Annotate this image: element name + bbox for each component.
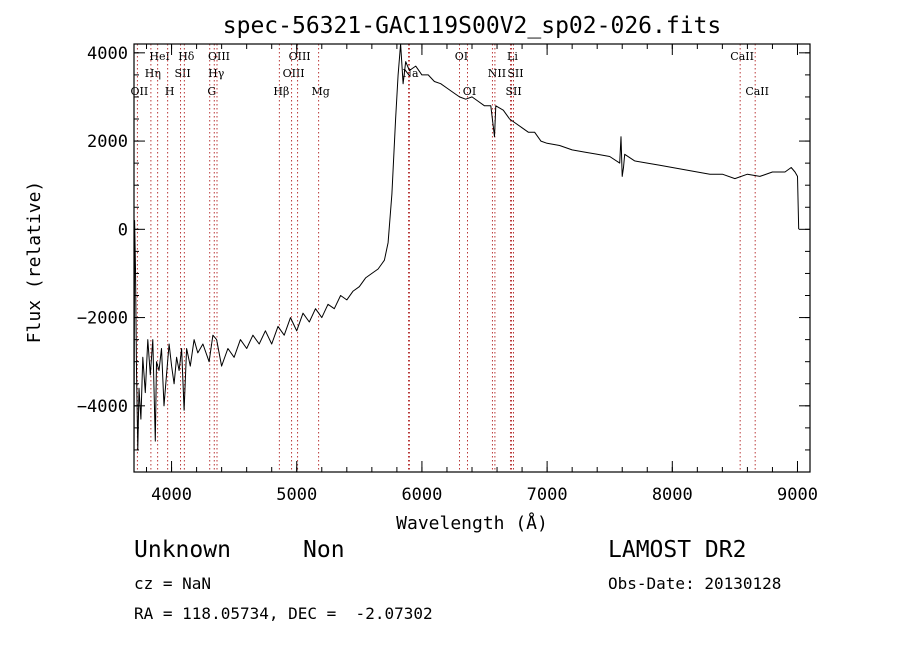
axis-ticks: 4000 5000 6000 7000 8000 9000 −4000 −2000 0 2000 4… <box>77 44 818 505</box>
spectral-line-label: Hβ <box>273 85 289 98</box>
y-tick-label: 4000 <box>87 44 128 64</box>
spectral-line-label: NII <box>488 67 506 80</box>
spectral-line-label: Hδ <box>178 50 195 63</box>
spectral-line-label: CaII <box>730 50 754 63</box>
x-tick-label: 5000 <box>276 485 317 505</box>
spectral-line-label: CaII <box>745 85 769 98</box>
x-axis-label: Wavelength (Å) <box>396 512 548 534</box>
obs-date-text: Obs-Date: 20130128 <box>608 574 782 593</box>
x-tick-label: 8000 <box>652 485 693 505</box>
spectrum-chart: spec-56321-GAC119S00V2_sp02-026.fits OII… <box>24 13 818 534</box>
spectral-line-label: OIII <box>208 50 230 63</box>
spectral-line-label: OII <box>131 85 149 98</box>
x-tick-label: 7000 <box>527 485 568 505</box>
y-tick-label: −4000 <box>77 397 128 417</box>
plot-frame <box>133 43 811 473</box>
subclass-label: Non <box>303 537 345 563</box>
spectral-line-label: Mg <box>311 85 329 98</box>
spectral-line-label: OI <box>463 85 476 98</box>
x-tick-label: 6000 <box>401 485 442 505</box>
spectral-line-label: G <box>207 85 216 98</box>
y-axis-label: Flux (relative) <box>24 181 45 344</box>
spectral-line-label: SII <box>505 85 521 98</box>
spectral-line-label: OI <box>455 50 468 63</box>
class-label: Unknown <box>134 537 231 563</box>
spectral-line-label: SII <box>174 67 190 80</box>
spectrum-line <box>133 43 800 468</box>
y-tick-label: −2000 <box>77 309 128 329</box>
spectral-line-label: H <box>165 85 175 98</box>
y-tick-label: 0 <box>118 220 128 240</box>
redshift-text: cz = NaN <box>134 574 212 593</box>
coordinates-text: RA = 118.05734, DEC = -2.07302 <box>134 604 433 623</box>
spectral-line-label: Hγ <box>208 67 225 80</box>
spectral-line-label: SII <box>507 67 523 80</box>
spectrum-series <box>133 43 800 468</box>
spectral-line-label: OIII <box>289 50 311 63</box>
spectral-line-label: OIII <box>283 67 305 80</box>
spectral-line-label: HeI <box>149 50 169 63</box>
y-tick-label: 2000 <box>87 132 128 152</box>
survey-label: LAMOST DR2 <box>608 537 747 563</box>
spectral-line-markers: OII Hη HeI H SII Hδ G Hγ OIII Hβ OIII OIII Mg Na OI OI N… <box>131 44 769 472</box>
spectral-line-label: Li <box>507 50 518 63</box>
x-tick-label: 9000 <box>777 485 818 505</box>
chart-title: spec-56321-GAC119S00V2_sp02-026.fits <box>223 13 722 39</box>
spectral-line-label: Na <box>402 67 419 80</box>
spectral-line-label: Hη <box>145 67 161 80</box>
x-tick-label: 4000 <box>151 485 192 505</box>
